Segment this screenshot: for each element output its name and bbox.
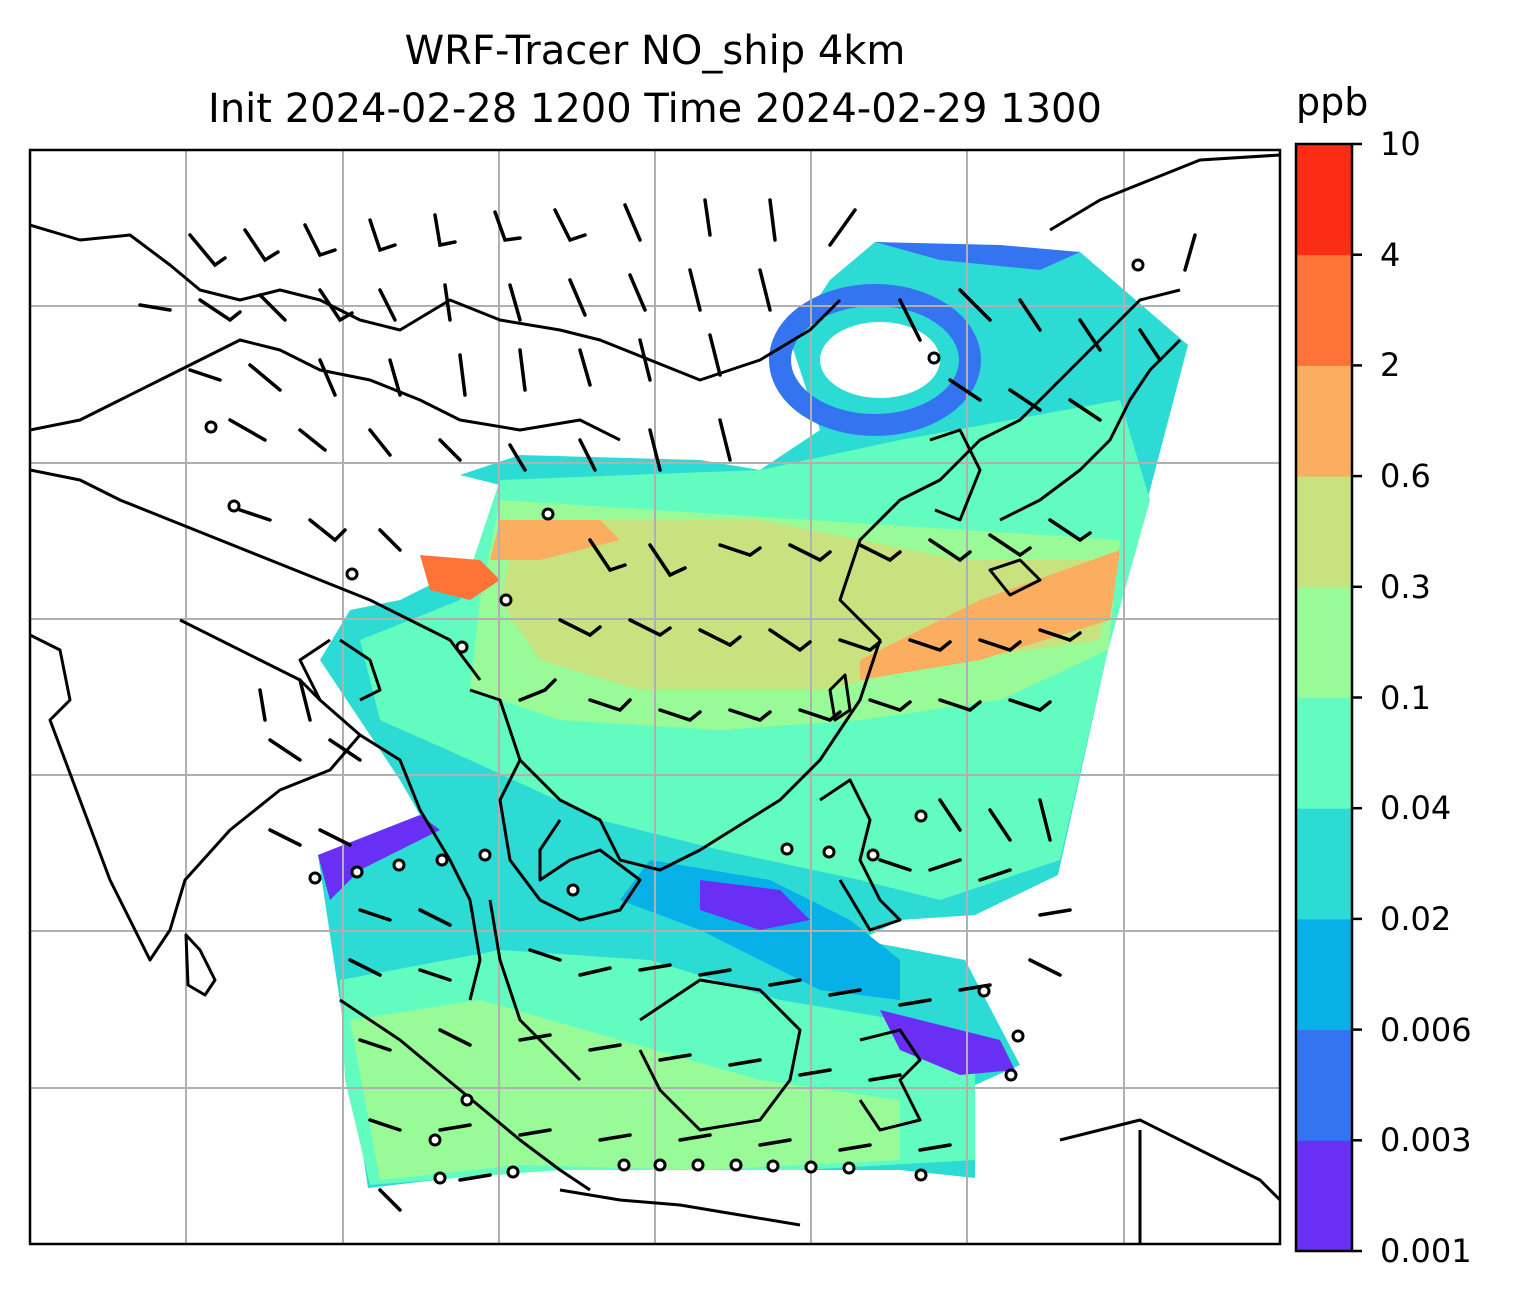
colorbar	[1296, 144, 1352, 1252]
colorbar-swatch	[1296, 1029, 1352, 1141]
colorbar-swatch	[1296, 144, 1352, 256]
colorbar-tick-label: 2	[1380, 346, 1401, 385]
coast-sulawesi	[858, 1028, 922, 1132]
colorbar-swatch	[1296, 1140, 1352, 1252]
colorbar-swatch	[1296, 586, 1352, 698]
colorbar-tick-label: 4	[1380, 235, 1401, 274]
gridlines	[30, 150, 1280, 1244]
coast-japan	[999, 338, 1182, 522]
field-band-violet	[700, 880, 810, 930]
coast-philippines	[819, 778, 902, 932]
field-band-orange-east	[860, 550, 1120, 680]
field-band-violet-north	[875, 242, 1080, 270]
colorbar-tick-label: 0.02	[1380, 899, 1452, 938]
field-swirl-core	[820, 322, 940, 398]
coast-sri-lanka	[184, 933, 217, 997]
border-himalaya	[30, 468, 482, 681]
coast-north-asia	[1049, 153, 1280, 232]
map-panel	[30, 150, 1280, 1244]
border-central	[179, 618, 322, 702]
colorbar-unit-label: ppb	[1296, 80, 1369, 124]
coast-korea	[929, 428, 982, 522]
colorbar-tick-label: 0.1	[1380, 678, 1431, 717]
colorbar-swatch	[1296, 254, 1352, 366]
coast-malay-peninsula	[488, 899, 582, 1082]
colorbar-swatch	[1296, 476, 1352, 588]
colorbar-swatch	[1296, 697, 1352, 809]
coastlines	[30, 153, 1280, 1244]
coast-new-guinea	[1059, 1118, 1280, 1202]
colorbar-swatch	[1296, 918, 1352, 1031]
border-china-west	[30, 223, 842, 382]
colorbar-tick-label: 10	[1380, 125, 1421, 163]
border-bangladesh	[339, 638, 382, 702]
field-band-violet-se	[880, 1010, 1015, 1075]
colorbar-tick-label: 0.3	[1380, 567, 1431, 606]
calm-wind-markers	[204, 258, 1145, 1185]
field-band-green-south	[350, 1000, 900, 1180]
colorbar-swatch	[1296, 808, 1352, 920]
field-swirl-ring	[769, 284, 981, 436]
coast-sumatra	[339, 998, 591, 1192]
coast-bay-east	[359, 733, 482, 1001]
field-band-red	[420, 555, 500, 600]
colorbar-tick-label: 0.003	[1380, 1121, 1472, 1160]
colorbar-tick-label: 0.006	[1380, 1010, 1472, 1049]
border-tibet	[30, 338, 621, 442]
wind-barbs	[138, 198, 1197, 1212]
plot-title-line1: WRF-Tracer NO_ship 4km	[404, 28, 906, 74]
colorbar-swatch	[1296, 365, 1352, 477]
field-band-orange-north	[490, 520, 620, 560]
coast-java	[559, 1188, 801, 1227]
field-band-violet-sw	[318, 815, 440, 900]
coast-borneo	[638, 978, 802, 1132]
coast-india	[30, 633, 362, 962]
coast-taiwan	[828, 673, 852, 722]
coast-mainland-asia	[469, 288, 1181, 872]
colorbar-tick-label: 0.6	[1380, 457, 1431, 496]
colorbar-tick-label: 0.001	[1380, 1232, 1472, 1270]
colorbar-tick-label: 0.04	[1380, 789, 1452, 828]
plot-title-line2: Init 2024-02-28 1200 Time 2024-02-29 130…	[208, 86, 1102, 132]
coast-japan-south	[988, 558, 1042, 597]
map-frame	[28, 148, 1282, 1246]
colorbar-tickmarks	[1352, 142, 1362, 1253]
coast-indochina	[498, 759, 642, 922]
